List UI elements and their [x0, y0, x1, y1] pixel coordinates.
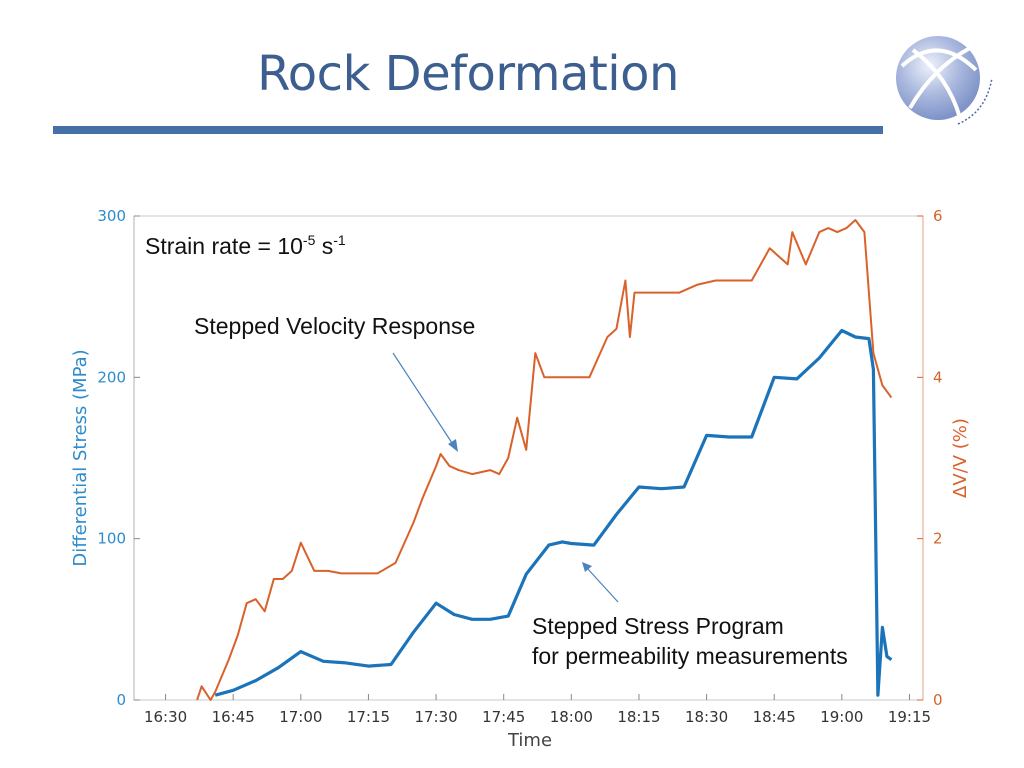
x-tick-label: 18:15	[617, 708, 660, 726]
x-tick-label: 16:45	[212, 708, 255, 726]
plot-frame	[133, 215, 924, 701]
left-y-tick-label: 100	[97, 530, 126, 548]
plot-border	[133, 215, 924, 701]
stress-arrow	[582, 562, 619, 603]
right-y-tick-label: 4	[933, 368, 943, 386]
stress-program-label-line1: Stepped Stress Program	[532, 613, 784, 639]
x-tick-label: 19:00	[820, 708, 863, 726]
right-y-tick-label: 6	[933, 207, 943, 225]
right-y-tick-label: 0	[933, 691, 943, 709]
right-y-axis: 0 2 4 6	[917, 207, 943, 709]
slide-title: Rock Deformation	[257, 46, 679, 102]
x-tick-label: 17:30	[414, 708, 457, 726]
x-tick-label: 19:15	[888, 708, 931, 726]
right-y-tick-label: 2	[933, 530, 943, 548]
stress-program-label-line2: for permeability measurements	[532, 643, 848, 669]
left-y-axis: 0 100 200 300	[97, 207, 140, 709]
x-axis-label: Time	[507, 730, 552, 751]
right-y-axis-label: ΔV/V (%)	[950, 418, 971, 498]
x-tick-label: 18:45	[753, 708, 796, 726]
x-tick-label: 16:30	[144, 708, 187, 726]
left-y-tick-label: 0	[116, 691, 126, 709]
x-tick-label: 17:15	[347, 708, 390, 726]
series-layer	[196, 219, 893, 701]
left-y-tick-label: 200	[97, 368, 126, 386]
left-y-tick-label: 300	[97, 207, 126, 225]
velocity-series-line	[196, 219, 893, 701]
strain-rate-annotation: Strain rate = 10-5 s-1	[145, 232, 346, 259]
x-tick-label: 18:30	[685, 708, 728, 726]
x-tick-label: 18:00	[550, 708, 593, 726]
x-tick-label: 17:45	[482, 708, 525, 726]
left-y-axis-label: Differential Stress (MPa)	[70, 349, 91, 566]
stress-series-line	[214, 328, 893, 697]
x-tick-label: 17:00	[279, 708, 322, 726]
velocity-response-label: Stepped Velocity Response	[194, 313, 475, 339]
globe-logo-icon	[896, 36, 993, 125]
velocity-arrow	[392, 352, 458, 452]
x-axis: 16:30 16:45 17:00 17:15 17:30 17:45 18:00 18:15…	[144, 694, 931, 726]
title-underline	[53, 126, 883, 134]
